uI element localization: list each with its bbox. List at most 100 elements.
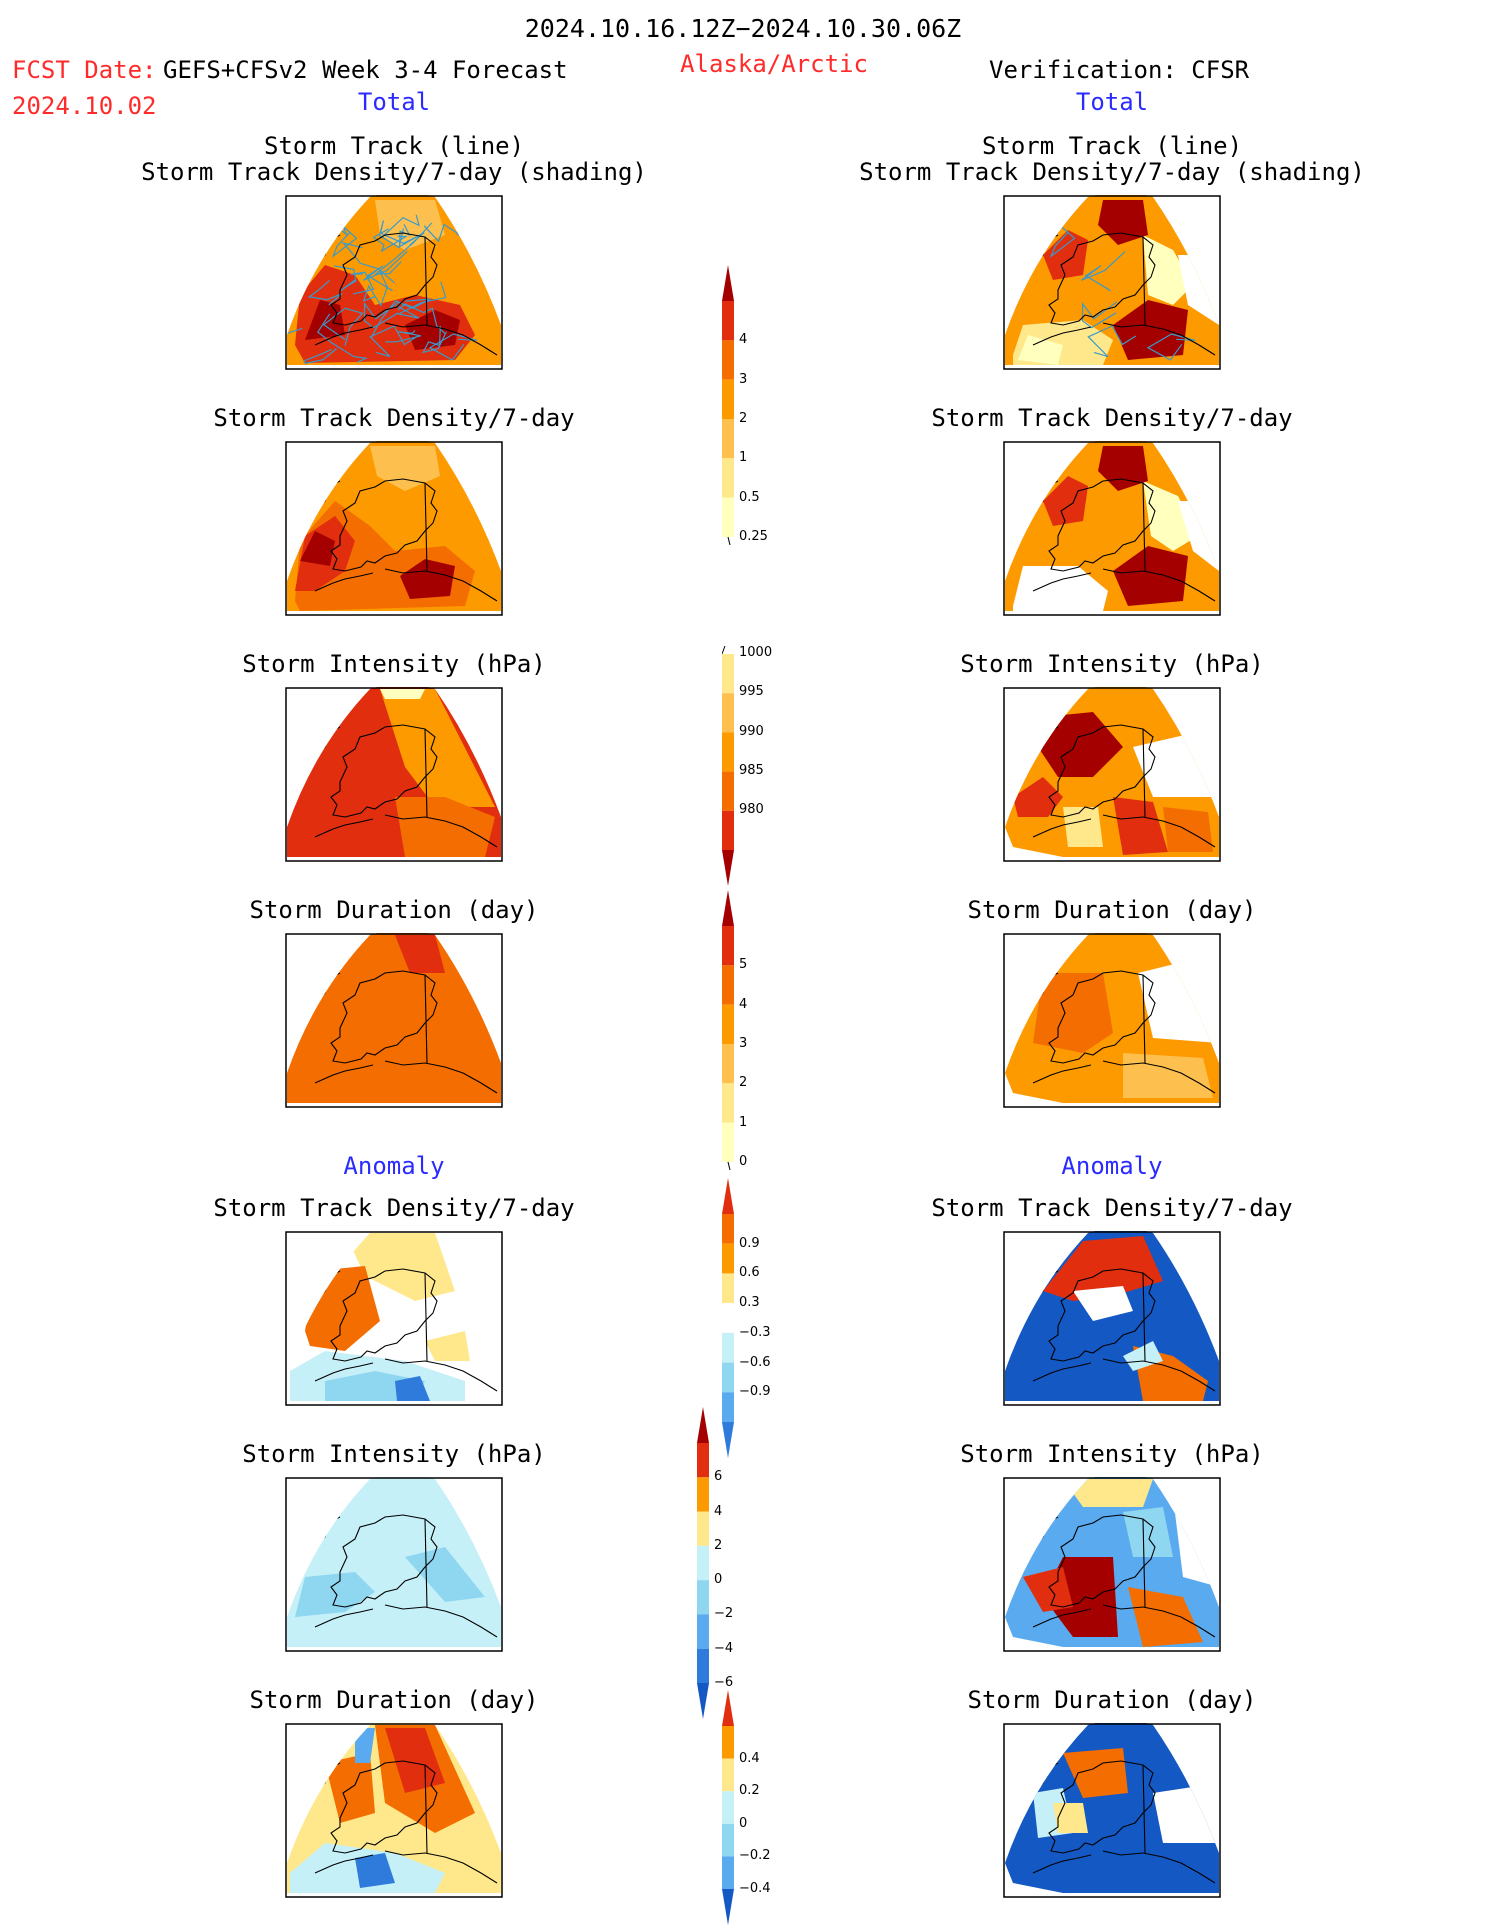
shading-region <box>1023 1567 1073 1612</box>
shading-region <box>1063 1479 1153 1507</box>
title-density-right: Storm Track Density/7-day <box>931 404 1293 432</box>
map-plot <box>285 687 503 862</box>
colorbar-tick-label: −2 <box>714 1606 734 1622</box>
shading-region <box>1063 807 1103 847</box>
colorbar-tick-label: 1 <box>739 1114 748 1130</box>
shading-region <box>355 1853 395 1888</box>
shading-region <box>405 310 460 350</box>
colorbar-tick-label: 6 <box>714 1469 723 1485</box>
title-duration-anom-left: Storm Duration (day) <box>249 1686 539 1714</box>
map-density-forecast <box>285 441 503 616</box>
map-density-anomaly-verification <box>1003 1231 1221 1406</box>
shading-region <box>385 1728 445 1793</box>
shading-region <box>1013 566 1108 611</box>
shading-region <box>1143 481 1198 551</box>
shading-region <box>1033 973 1113 1053</box>
map-intensity-anomaly-verification <box>1003 1477 1221 1652</box>
shading-region <box>1123 1507 1173 1557</box>
fcst-date: 2024.10.02 <box>12 92 157 120</box>
title-density-anom-left: Storm Track Density/7-day <box>213 1194 575 1222</box>
colorbar-tick-label: 990 <box>739 723 764 739</box>
colorbar-svg <box>722 265 734 546</box>
colorbar-tick-label: −0.6 <box>739 1354 771 1370</box>
colorbar-density-total: 4 3 2 1 0.5 0.25 <box>722 265 782 546</box>
shading-region <box>295 1572 375 1617</box>
map-duration-anomaly-forecast <box>285 1723 503 1898</box>
map-intensity-verification <box>1003 687 1221 862</box>
title-duration-anom-right: Storm Duration (day) <box>967 1686 1257 1714</box>
title-track-line-left: Storm Track (line) <box>263 132 525 160</box>
shading-region <box>1128 1587 1203 1647</box>
colorbar-tick-label: 3 <box>739 371 748 387</box>
map-plot <box>285 441 503 616</box>
section-total-right: Total <box>1075 88 1149 116</box>
colorbar-tick-label: −0.9 <box>739 1384 771 1400</box>
colorbar-tick-label: 0 <box>714 1572 723 1588</box>
title-track-line-right: Storm Track (line) <box>981 132 1243 160</box>
shading-region <box>395 797 495 857</box>
map-duration-verification <box>1003 933 1221 1108</box>
colorbar-tick-label: −0.2 <box>739 1848 771 1864</box>
colorbar-density-anomaly: 0.9 0.6 0.3 −0.3 −0.6 −0.9 <box>722 1178 782 1458</box>
section-anomaly-right: Anomaly <box>1061 1152 1163 1180</box>
section-total-left: Total <box>357 88 431 116</box>
map-density-anomaly-forecast <box>285 1231 503 1406</box>
title-intensity-right: Storm Intensity (hPa) <box>960 650 1264 678</box>
colorbar-tick-label: 980 <box>739 802 764 817</box>
colorbar-tick-label: 0.9 <box>739 1235 760 1251</box>
colorbar-tick-label: 0 <box>739 1154 748 1169</box>
shading-region <box>1123 1053 1213 1098</box>
colorbar-tick-label: 2 <box>714 1537 723 1553</box>
shading-region <box>425 1331 470 1361</box>
verification-label: Verification: CFSR <box>989 56 1250 84</box>
map-duration-anomaly-verification <box>1003 1723 1221 1898</box>
title-duration-right: Storm Duration (day) <box>967 896 1257 924</box>
title-density-left: Storm Track Density/7-day <box>213 404 575 432</box>
shading-region <box>1113 546 1188 606</box>
colorbar-tick-label: 4 <box>714 1503 723 1519</box>
map-plot <box>285 1723 503 1898</box>
colorbar-tick-label: 0.5 <box>739 489 760 505</box>
map-plot <box>285 933 503 1108</box>
colorbar-tick-label: 995 <box>739 684 764 700</box>
map-density-verification <box>1003 441 1221 616</box>
map-plot <box>1003 1723 1221 1898</box>
shading-region <box>1063 1748 1128 1798</box>
title-intensity-left: Storm Intensity (hPa) <box>242 650 546 678</box>
colorbar-duration-anomaly: 0.4 0.2 0 −0.2 −0.4 <box>722 1690 782 1925</box>
region-title: Alaska/Arctic <box>680 50 868 78</box>
colorbar-tick-label: 985 <box>739 762 764 778</box>
map-storm-track-verification <box>1003 195 1221 370</box>
fcst-date-label: FCST Date: <box>12 56 157 84</box>
colorbar-tick-label: 0.4 <box>739 1750 760 1766</box>
shading-region <box>375 200 445 250</box>
title-intensity-anom-right: Storm Intensity (hPa) <box>960 1440 1264 1468</box>
colorbar-tick-label: 0.25 <box>739 529 768 544</box>
map-plot <box>285 195 503 370</box>
colorbar-tick-label: 4 <box>739 996 748 1012</box>
colorbar-tick-label: 4 <box>739 332 748 348</box>
colorbar-tick-label: 0.2 <box>739 1783 760 1799</box>
map-intensity-anomaly-forecast <box>285 1477 503 1652</box>
title-track-shading-left: Storm Track Density/7-day (shading) <box>141 158 647 186</box>
colorbar-tick-label: 0 <box>739 1815 748 1831</box>
map-plot <box>1003 441 1221 616</box>
shading-region <box>1143 235 1193 305</box>
map-plot <box>1003 1231 1221 1406</box>
colorbar-tick-label: 0.3 <box>739 1295 760 1311</box>
colorbar-tick-label: 0.6 <box>739 1265 760 1281</box>
colorbar-intensity-anomaly: 6 4 2 0 −2 −4 −6 <box>697 1407 757 1719</box>
shading-region <box>1113 797 1168 855</box>
shading-region <box>355 1728 375 1763</box>
shading-region <box>1073 1286 1133 1321</box>
colorbar-svg <box>722 1690 734 1925</box>
shading-region <box>400 559 455 599</box>
title-density-anom-right: Storm Track Density/7-day <box>931 1194 1293 1222</box>
shading-region <box>380 689 495 807</box>
title-track-shading-right: Storm Track Density/7-day (shading) <box>859 158 1365 186</box>
colorbar-tick-label: −6 <box>714 1675 734 1690</box>
shading-region <box>1013 777 1063 817</box>
colorbar-tick-label: 2 <box>739 1075 748 1091</box>
shading-region <box>1113 300 1188 360</box>
map-plot <box>1003 933 1221 1108</box>
